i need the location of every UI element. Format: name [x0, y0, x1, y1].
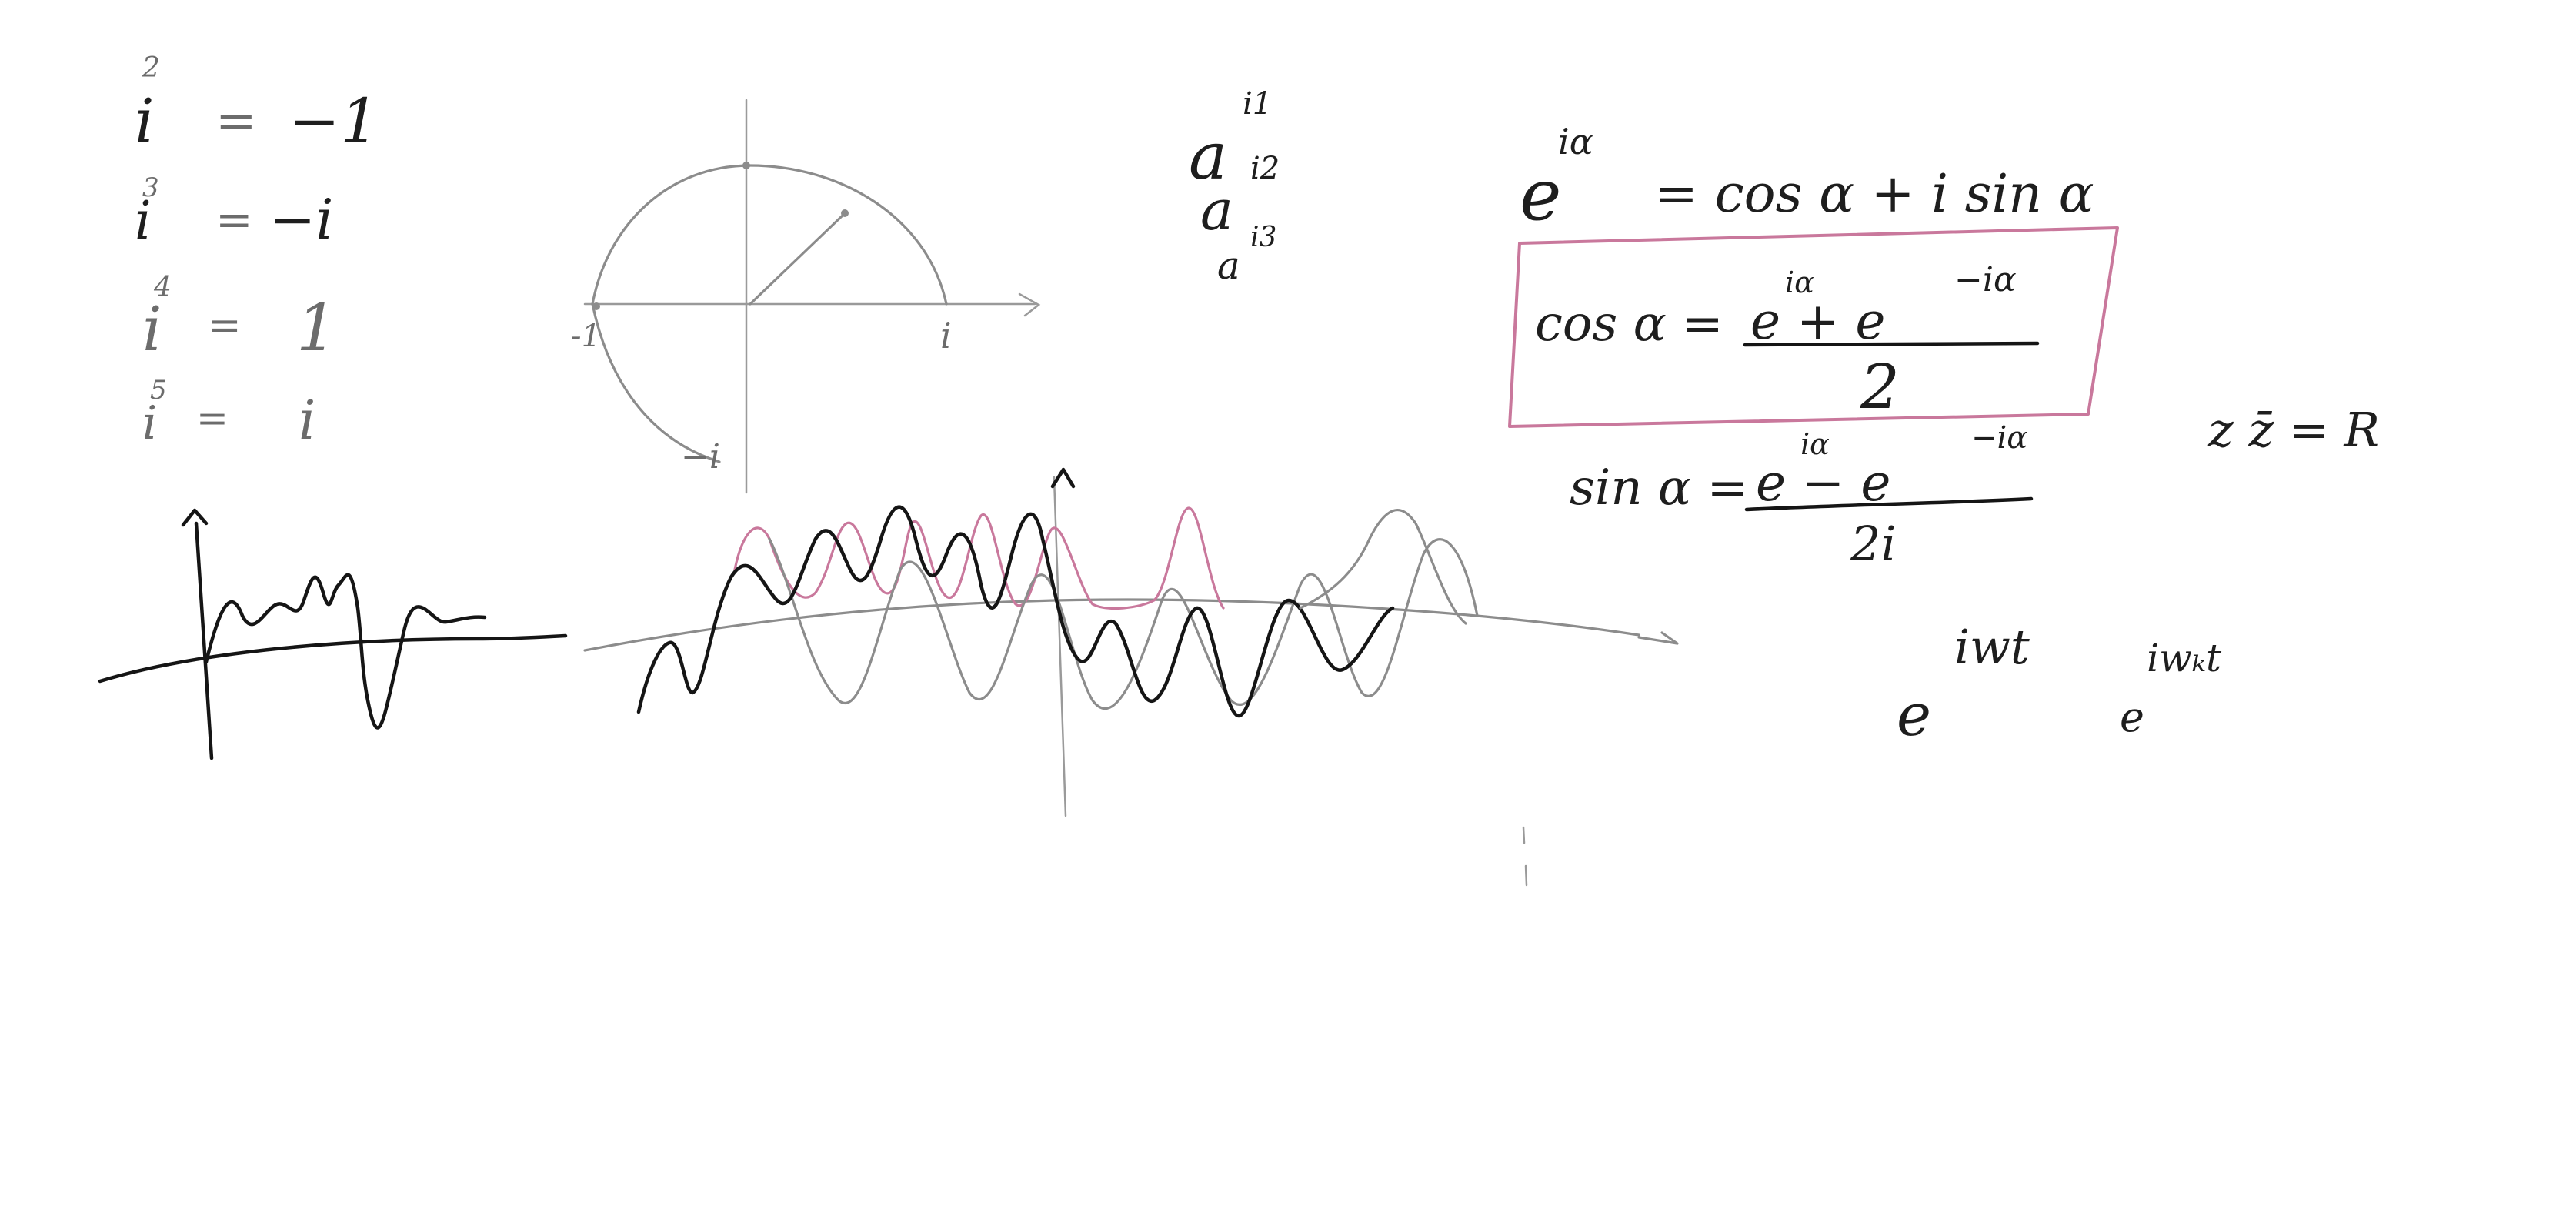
power-exponent: 5: [150, 375, 167, 406]
power-row: 2 i = −1: [135, 52, 379, 157]
exponentials: e iwt e iwₖt: [1897, 619, 2222, 749]
sin-exp-1: iα: [1800, 427, 1830, 461]
a-base: a: [1189, 119, 1227, 194]
sin-exp-2: −iα: [1971, 420, 2027, 456]
cos-numerator: e + e: [1750, 292, 1885, 351]
large-wave-sketch: [583, 467, 1679, 817]
circle-label-left: -1: [571, 319, 601, 354]
cos-exp-2: −iα: [1954, 260, 2017, 299]
large-wave-x-arrow: [1637, 631, 1679, 645]
circle-arc: [591, 164, 948, 463]
a-exponent: i1: [1243, 86, 1272, 122]
top-point: [742, 162, 750, 169]
cos-denominator: 2: [1860, 351, 1900, 423]
exp-power: iwₖt: [2147, 636, 2222, 680]
power-base: i: [142, 396, 157, 450]
power-result: −1: [289, 85, 379, 157]
circle-label-bottom: −i: [681, 437, 720, 476]
large-wave-black-series: [636, 505, 1395, 718]
large-wave-x-axis: [583, 598, 1640, 652]
a-powers: a i1 a i2 a i3: [1189, 86, 1280, 288]
large-wave-gray-tail: [1299, 509, 1467, 625]
small-wave-sketch: [98, 508, 568, 760]
modulus-relation: z z̄ = R: [2207, 402, 2380, 458]
a-exponent: i2: [1250, 151, 1280, 186]
power-row: 3 i = −i: [135, 172, 333, 252]
unit-circle-sketch: i -1 −i: [571, 99, 1041, 494]
power-equals: =: [215, 193, 253, 246]
stray-mark: [1524, 864, 1528, 887]
power-equals: =: [215, 92, 257, 149]
a-base: a: [1217, 243, 1240, 288]
large-wave-gray-series: [768, 537, 1479, 710]
euler-formula: e iα = cos α + i sin α: [1520, 121, 2094, 236]
small-wave-y-axis: [194, 521, 214, 760]
power-exponent: 2: [142, 52, 160, 84]
circle-label-right: i: [940, 315, 952, 356]
power-equals: =: [208, 302, 242, 349]
euler-base: e: [1520, 154, 1561, 236]
a-base: a: [1200, 178, 1233, 242]
exp-base: e: [2120, 693, 2144, 741]
power-row: 5 i = i: [142, 375, 315, 452]
left-point: [592, 302, 600, 310]
power-base: i: [135, 85, 155, 157]
power-result: 1: [296, 290, 337, 366]
a-exponent: i3: [1250, 222, 1276, 253]
exp-base: e: [1897, 680, 1931, 749]
cos-fraction-bar: [1743, 341, 2040, 347]
sin-lhs: sin α =: [1570, 460, 1748, 516]
power-result: −i: [269, 187, 333, 252]
cos-lhs: cos α =: [1535, 296, 1723, 353]
power-result: i: [299, 389, 315, 452]
power-base: i: [135, 191, 152, 252]
small-wave-x-axis: [98, 633, 568, 684]
circle-x-arrow: [1018, 292, 1041, 317]
small-wave-signal: [204, 573, 487, 730]
radius-endpoint: [841, 209, 849, 217]
cos-formula-frame: [1508, 226, 2119, 428]
stray-mark: [1522, 826, 1526, 844]
circle-radius: [749, 214, 844, 306]
sin-fraction-bar: [1744, 496, 2034, 512]
power-exponent: 4: [153, 272, 172, 303]
power-equals: =: [196, 396, 229, 440]
sin-formula: sin α = e − e iα −iα 2i: [1570, 420, 2034, 572]
power-row: 4 i = 1: [142, 272, 337, 366]
large-wave-y-axis: [1053, 476, 1067, 817]
power-base: i: [142, 293, 162, 365]
euler-exponent: iα: [1558, 121, 1593, 162]
sin-numerator: e − e: [1756, 453, 1890, 513]
small-wave-y-arrow: [181, 508, 209, 527]
powers-of-i: 2 i = −1 3 i = −i 4 i = 1 5 i = i: [135, 52, 379, 452]
sin-denominator: 2i: [1850, 516, 1896, 572]
euler-rhs: = cos α + i sin α: [1654, 164, 2094, 225]
cos-exp-1: iα: [1785, 266, 1814, 299]
large-wave-pink-series: [733, 506, 1225, 610]
exp-power: iwt: [1954, 619, 2030, 675]
large-wave-y-arrow: [1050, 467, 1076, 489]
power-exponent: 3: [142, 172, 159, 203]
cos-formula: cos α = e + e iα −iα 2: [1508, 226, 2119, 428]
